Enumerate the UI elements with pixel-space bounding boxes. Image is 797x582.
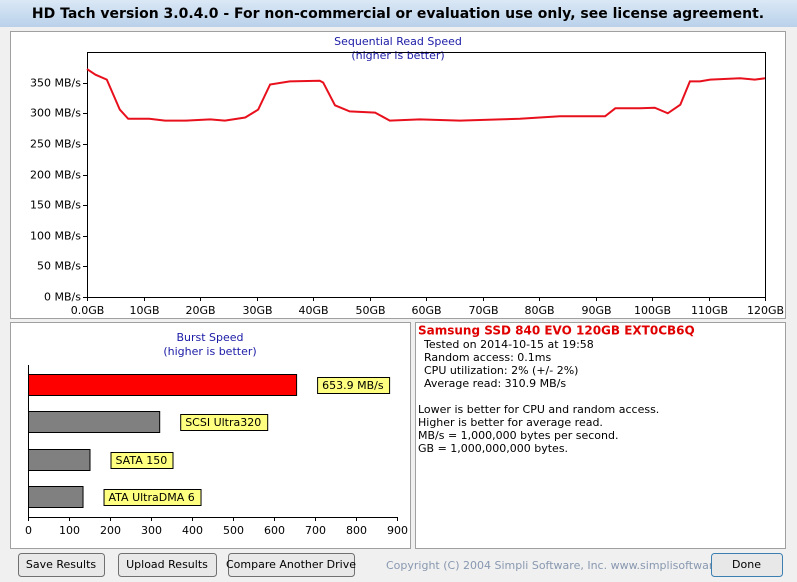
bar-label-box [103,489,202,506]
x-tick-label: 100 [59,524,80,537]
x-tick-label: 70GB [468,304,498,317]
x-tick-label: 0.0GB [71,304,105,317]
x-tick-label: 40GB [298,304,328,317]
read-speed-line [86,68,766,122]
bar-label: 653.9 MB/s [322,379,384,392]
x-tick-label: 80GB [524,304,554,317]
x-tick-label: 500 [223,524,244,537]
window-title: HD Tach version 3.0.4.0 - For non-commer… [32,6,764,22]
x-tick-label: 300 [141,524,162,537]
button-label[interactable]: Upload Results [126,558,208,571]
x-tick-label: 110GB [691,304,728,317]
drive-name: Samsung SSD 840 EVO 120GB EXT0CB6Q [418,324,695,338]
button[interactable] [18,553,105,577]
y-tick-label: 350 MB/s [30,77,81,90]
bar-label-box [110,452,174,469]
button[interactable] [228,553,355,577]
read-panel [10,31,786,319]
y-tick-label: 100 MB/s [30,230,81,243]
drive-note: Lower is better for CPU and random acces… [418,403,659,416]
drive-detail: Average read: 310.9 MB/s [424,377,566,390]
x-tick-label: 100GB [634,304,671,317]
burst-panel [10,322,411,549]
button-label[interactable]: Compare Another Drive [226,558,356,571]
chart-subtitle: (higher is better) [351,49,444,62]
x-tick-label: 900 [387,524,408,537]
drive-detail: Tested on 2014-10-15 at 19:58 [423,338,594,351]
x-tick-label: 200 [100,524,121,537]
title-bar [0,0,797,27]
x-tick-label: 400 [182,524,203,537]
x-tick-label: 60GB [411,304,441,317]
bar [28,486,84,508]
drive-note: MB/s = 1,000,000 bytes per second. [418,429,618,442]
y-tick-label: 0 MB/s [44,291,81,304]
drive-detail: Random access: 0.1ms [424,351,552,364]
bar-label: ATA UltraDMA 6 [109,491,195,504]
chart-title: Sequential Read Speed [334,35,462,48]
chart-subtitle: (higher is better) [163,345,256,358]
x-tick-label: 700 [305,524,326,537]
drive-note: GB = 1,000,000,000 bytes. [418,442,568,455]
x-tick-label: 120GB [747,304,784,317]
x-tick-label: 20GB [185,304,215,317]
x-tick-label: 10GB [129,304,159,317]
bar-label-box [180,414,269,431]
y-tick-label: 300 MB/s [30,107,81,120]
bar-label: SCSI Ultra320 [185,416,261,429]
x-tick-label: 30GB [242,304,272,317]
button-label[interactable]: Done [732,558,761,571]
y-tick-label: 250 MB/s [30,138,81,151]
button[interactable] [711,553,783,577]
y-tick-label: 50 MB/s [37,260,81,273]
bar [28,411,161,433]
drive-detail: CPU utilization: 2% (+/- 2%) [424,364,578,377]
x-tick-label: 50GB [355,304,385,317]
x-tick-label: 90GB [581,304,611,317]
info-panel [415,322,786,549]
button[interactable] [118,553,217,577]
x-tick-label: 0 [25,524,32,537]
x-tick-label: 600 [264,524,285,537]
y-tick-label: 200 MB/s [30,169,81,182]
drive-note: Higher is better for average read. [418,416,603,429]
copyright: Copyright (C) 2004 Simpli Software, Inc.… [386,559,747,572]
y-tick-label: 150 MB/s [30,199,81,212]
bar-label-box [317,377,391,394]
chart-title: Burst Speed [176,331,243,344]
bar [28,449,91,471]
button-label[interactable]: Save Results [26,558,96,571]
x-tick-label: 800 [346,524,367,537]
bar-label: SATA 150 [116,454,168,467]
bar [28,374,298,396]
